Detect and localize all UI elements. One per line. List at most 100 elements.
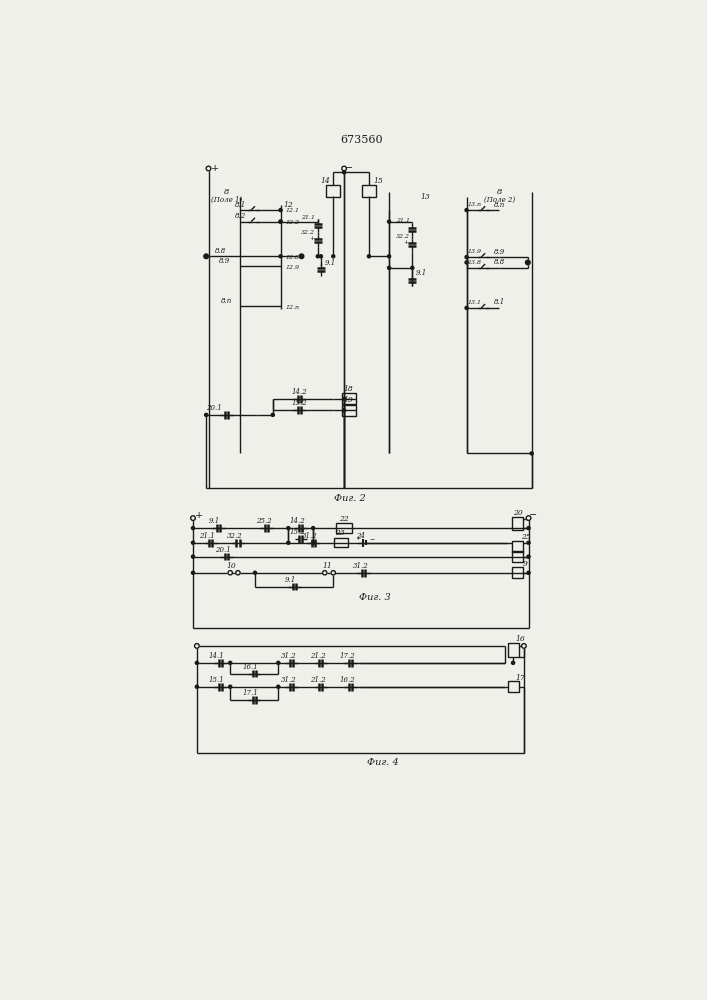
Text: +: + [310,236,315,241]
Circle shape [253,571,257,574]
Text: 8.8: 8.8 [214,247,226,255]
Text: 8: 8 [496,188,502,196]
Circle shape [228,661,232,664]
Text: 8: 8 [223,188,229,196]
Text: 9.1: 9.1 [285,576,296,584]
Text: +: + [356,536,361,541]
Text: 12.п: 12.п [285,305,299,310]
Circle shape [341,166,346,171]
Circle shape [411,266,414,269]
Circle shape [279,220,282,223]
Circle shape [527,541,530,544]
Circle shape [287,541,290,544]
Text: 25.2: 25.2 [256,517,271,525]
Text: 16.2: 16.2 [339,676,355,684]
Circle shape [228,685,232,688]
Circle shape [312,541,315,544]
Text: 21.2: 21.2 [310,676,326,684]
Bar [341,405,356,416]
Circle shape [191,516,195,520]
Circle shape [526,261,530,264]
Text: 21.2: 21.2 [310,652,326,660]
Circle shape [320,255,322,258]
Circle shape [387,266,391,269]
Circle shape [300,255,303,258]
Text: 13.8: 13.8 [467,260,481,265]
Text: 25: 25 [521,533,531,541]
Text: 8.9: 8.9 [493,248,505,256]
Circle shape [527,571,530,574]
Text: Фиг. 2: Фиг. 2 [334,494,366,503]
Text: 673560: 673560 [341,135,383,145]
Circle shape [204,254,209,259]
Text: 15.2: 15.2 [291,399,307,407]
Circle shape [276,661,280,664]
Text: 8.9: 8.9 [219,257,230,265]
Text: 15.1: 15.1 [209,676,224,684]
Circle shape [228,571,233,575]
Circle shape [343,171,346,174]
Bar [508,681,518,692]
Text: 20.1: 20.1 [206,404,222,412]
Text: 12.1: 12.1 [285,208,299,213]
Text: 14.2: 14.2 [290,517,305,525]
Text: 31.2: 31.2 [281,652,296,660]
Text: 31.2: 31.2 [281,676,296,684]
Text: Фиг. 4: Фиг. 4 [367,758,399,767]
Circle shape [192,541,194,544]
Text: 13: 13 [421,193,431,201]
Circle shape [235,571,240,575]
Text: 31.2: 31.2 [302,532,318,540]
Bar [513,567,523,578]
Circle shape [287,527,290,530]
Text: 21.1: 21.1 [396,218,410,223]
Text: 23: 23 [335,529,345,537]
Text: 15.2: 15.2 [290,528,305,536]
Text: 9.1: 9.1 [325,259,336,267]
Text: 19: 19 [344,396,354,404]
Text: 13.9: 13.9 [467,249,481,254]
Circle shape [279,220,282,223]
Text: 21.1: 21.1 [199,532,215,540]
Text: 14.2: 14.2 [291,388,307,396]
Circle shape [387,255,391,258]
Text: +: + [211,164,219,173]
Circle shape [322,571,327,575]
Circle shape [368,255,370,258]
Circle shape [527,555,530,558]
Circle shape [276,685,280,688]
Text: 17: 17 [516,674,526,682]
Bar [508,643,518,657]
Text: 14: 14 [321,177,330,185]
Circle shape [343,409,346,412]
Circle shape [194,644,199,648]
Text: 12.8: 12.8 [285,255,299,260]
Text: 17.1: 17.1 [243,689,258,697]
Circle shape [192,527,194,530]
Text: 32.2: 32.2 [396,234,410,239]
Circle shape [204,413,208,416]
Text: 9: 9 [523,560,528,568]
Circle shape [512,661,515,664]
Circle shape [206,166,211,171]
Text: 8.1: 8.1 [235,201,246,209]
Circle shape [279,209,282,212]
Text: 20.1: 20.1 [215,546,230,554]
Text: 8.2: 8.2 [235,212,246,220]
Circle shape [522,644,526,648]
Text: 18: 18 [344,385,354,393]
Text: 9.1: 9.1 [416,269,427,277]
Text: 8.1: 8.1 [493,298,505,306]
Circle shape [192,555,194,558]
Bar [362,185,376,197]
Text: 8.п: 8.п [493,201,505,209]
Text: 8.п: 8.п [221,297,232,305]
Text: +: + [195,511,204,520]
Text: 13.п: 13.п [467,202,481,207]
Text: 14.1: 14.1 [209,652,224,660]
Circle shape [530,452,533,455]
Text: 9.1: 9.1 [209,517,221,525]
Text: +: + [404,240,409,245]
Circle shape [465,306,468,309]
Text: 32.2: 32.2 [300,230,315,235]
